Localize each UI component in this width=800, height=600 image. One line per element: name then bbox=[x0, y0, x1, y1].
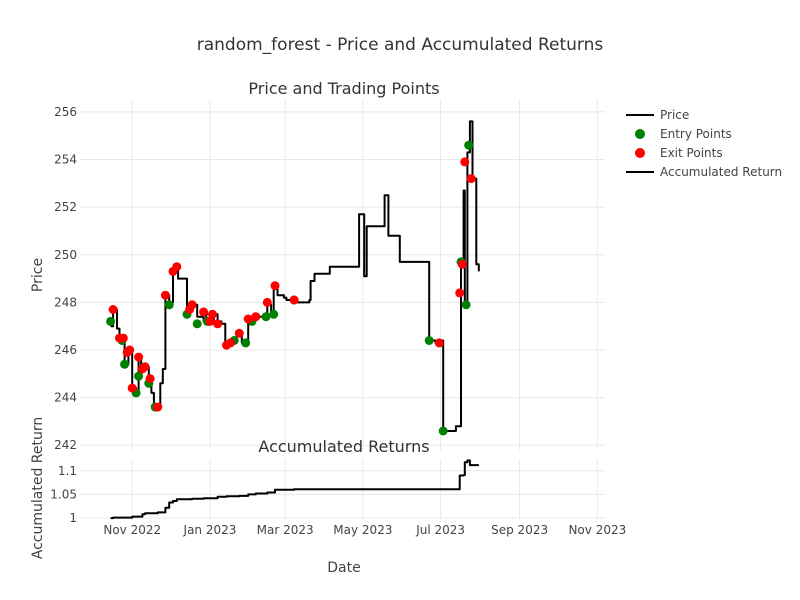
exit-point-marker bbox=[134, 352, 144, 362]
y-tick-label: 254 bbox=[54, 153, 77, 167]
exit-point-marker bbox=[466, 174, 476, 184]
exit-point-marker bbox=[145, 374, 155, 384]
y-tick-label: 244 bbox=[54, 391, 77, 405]
x-tick-label: Sep 2023 bbox=[491, 523, 548, 537]
returns-axis-title: Accumulated Return bbox=[30, 417, 46, 559]
x-tick-label: May 2023 bbox=[333, 523, 392, 537]
exit-point-marker bbox=[108, 305, 118, 314]
entry-point-marker bbox=[106, 316, 116, 326]
legend-marker-swatch bbox=[635, 129, 645, 139]
entry-point-marker bbox=[134, 371, 144, 381]
y-tick-label: 246 bbox=[54, 343, 77, 357]
exit-point-marker bbox=[140, 362, 150, 372]
y-tick-label: 248 bbox=[54, 295, 77, 309]
entry-point-marker bbox=[464, 140, 474, 150]
exit-point-marker bbox=[270, 281, 280, 291]
exit-point-marker bbox=[225, 338, 235, 348]
exit-point-marker bbox=[127, 383, 137, 393]
entry-point-marker bbox=[164, 300, 174, 310]
entry-point-marker bbox=[261, 312, 271, 322]
price-grid bbox=[80, 100, 605, 450]
y-tick-label: 1.1 bbox=[58, 464, 77, 478]
x-tick-label: Nov 2022 bbox=[103, 523, 161, 537]
y-tick-label: 242 bbox=[54, 438, 77, 452]
entry-point-marker bbox=[424, 336, 434, 345]
x-axis-title: Date bbox=[327, 560, 360, 576]
figure-title: random_forest - Price and Accumulated Re… bbox=[197, 35, 604, 55]
legend-label: Entry Points bbox=[660, 127, 732, 141]
entry-point-marker bbox=[461, 300, 471, 310]
exit-point-marker bbox=[118, 333, 128, 343]
exit-point-marker bbox=[457, 259, 467, 269]
x-tick-label: Mar 2023 bbox=[257, 523, 314, 537]
price-series bbox=[106, 120, 480, 436]
y-tick-label: 250 bbox=[54, 248, 77, 262]
entry-point-marker bbox=[241, 338, 251, 348]
price-axis-title: Price bbox=[30, 258, 46, 292]
y-tick-label: 1.05 bbox=[50, 487, 77, 501]
legend-marker-swatch bbox=[635, 148, 645, 158]
legend[interactable]: Price Entry Points Exit Points Accumulated … bbox=[626, 108, 782, 179]
exit-point-marker bbox=[434, 338, 444, 348]
exit-point-marker bbox=[125, 345, 135, 355]
price-panel-title: Price and Trading Points bbox=[248, 79, 439, 98]
price-y-ticks: 242 244 246 248 250 252 254 256 bbox=[54, 105, 77, 452]
exit-point-marker bbox=[199, 307, 209, 317]
exit-point-marker bbox=[213, 319, 223, 329]
returns-panel: Accumulated Returns Accumulated Return 1… bbox=[30, 417, 605, 559]
x-tick-label: Jul 2023 bbox=[415, 523, 465, 537]
exit-point-marker bbox=[205, 316, 215, 326]
legend-item-accumulated-return[interactable]: Accumulated Return bbox=[626, 165, 782, 179]
x-axis-ticks: Nov 2022 Jan 2023 Mar 2023 May 2023 Jul 2023… bbox=[103, 523, 626, 537]
exit-point-marker bbox=[187, 300, 197, 310]
y-tick-label: 1 bbox=[69, 511, 77, 525]
returns-series bbox=[110, 459, 479, 520]
y-tick-label: 256 bbox=[54, 105, 77, 119]
exit-point-marker bbox=[251, 312, 261, 322]
accumulated-return-line bbox=[110, 459, 479, 520]
exit-point-marker bbox=[153, 402, 163, 412]
returns-panel-title: Accumulated Returns bbox=[258, 437, 429, 456]
legend-item-price[interactable]: Price bbox=[626, 108, 689, 122]
exit-point-marker bbox=[460, 157, 470, 167]
legend-item-entry-points[interactable]: Entry Points bbox=[635, 127, 732, 141]
exit-point-marker bbox=[455, 288, 465, 298]
entry-point-marker bbox=[269, 309, 279, 319]
returns-y-ticks: 1 1.05 1.1 bbox=[50, 464, 77, 525]
exit-point-marker bbox=[160, 290, 170, 300]
exit-point-marker bbox=[234, 328, 244, 338]
exit-point-marker bbox=[172, 262, 182, 272]
legend-label: Price bbox=[660, 108, 689, 122]
y-tick-label: 252 bbox=[54, 200, 77, 214]
entry-point-marker bbox=[192, 319, 202, 329]
entry-point-marker bbox=[438, 426, 448, 436]
legend-label: Accumulated Return bbox=[660, 165, 782, 179]
x-tick-label: Jan 2023 bbox=[183, 523, 237, 537]
exit-point-marker bbox=[243, 314, 253, 324]
price-line bbox=[110, 120, 480, 432]
returns-grid bbox=[80, 459, 605, 519]
legend-item-exit-points[interactable]: Exit Points bbox=[635, 146, 723, 160]
entry-point-marker bbox=[120, 359, 130, 369]
exit-point-marker bbox=[208, 309, 217, 319]
legend-label: Exit Points bbox=[660, 146, 723, 160]
x-tick-label: Nov 2023 bbox=[568, 523, 626, 537]
exit-point-marker bbox=[289, 295, 299, 305]
exit-point-marker bbox=[262, 297, 272, 307]
price-panel: Price and Trading Points Price 242 244 246… bbox=[30, 79, 605, 452]
